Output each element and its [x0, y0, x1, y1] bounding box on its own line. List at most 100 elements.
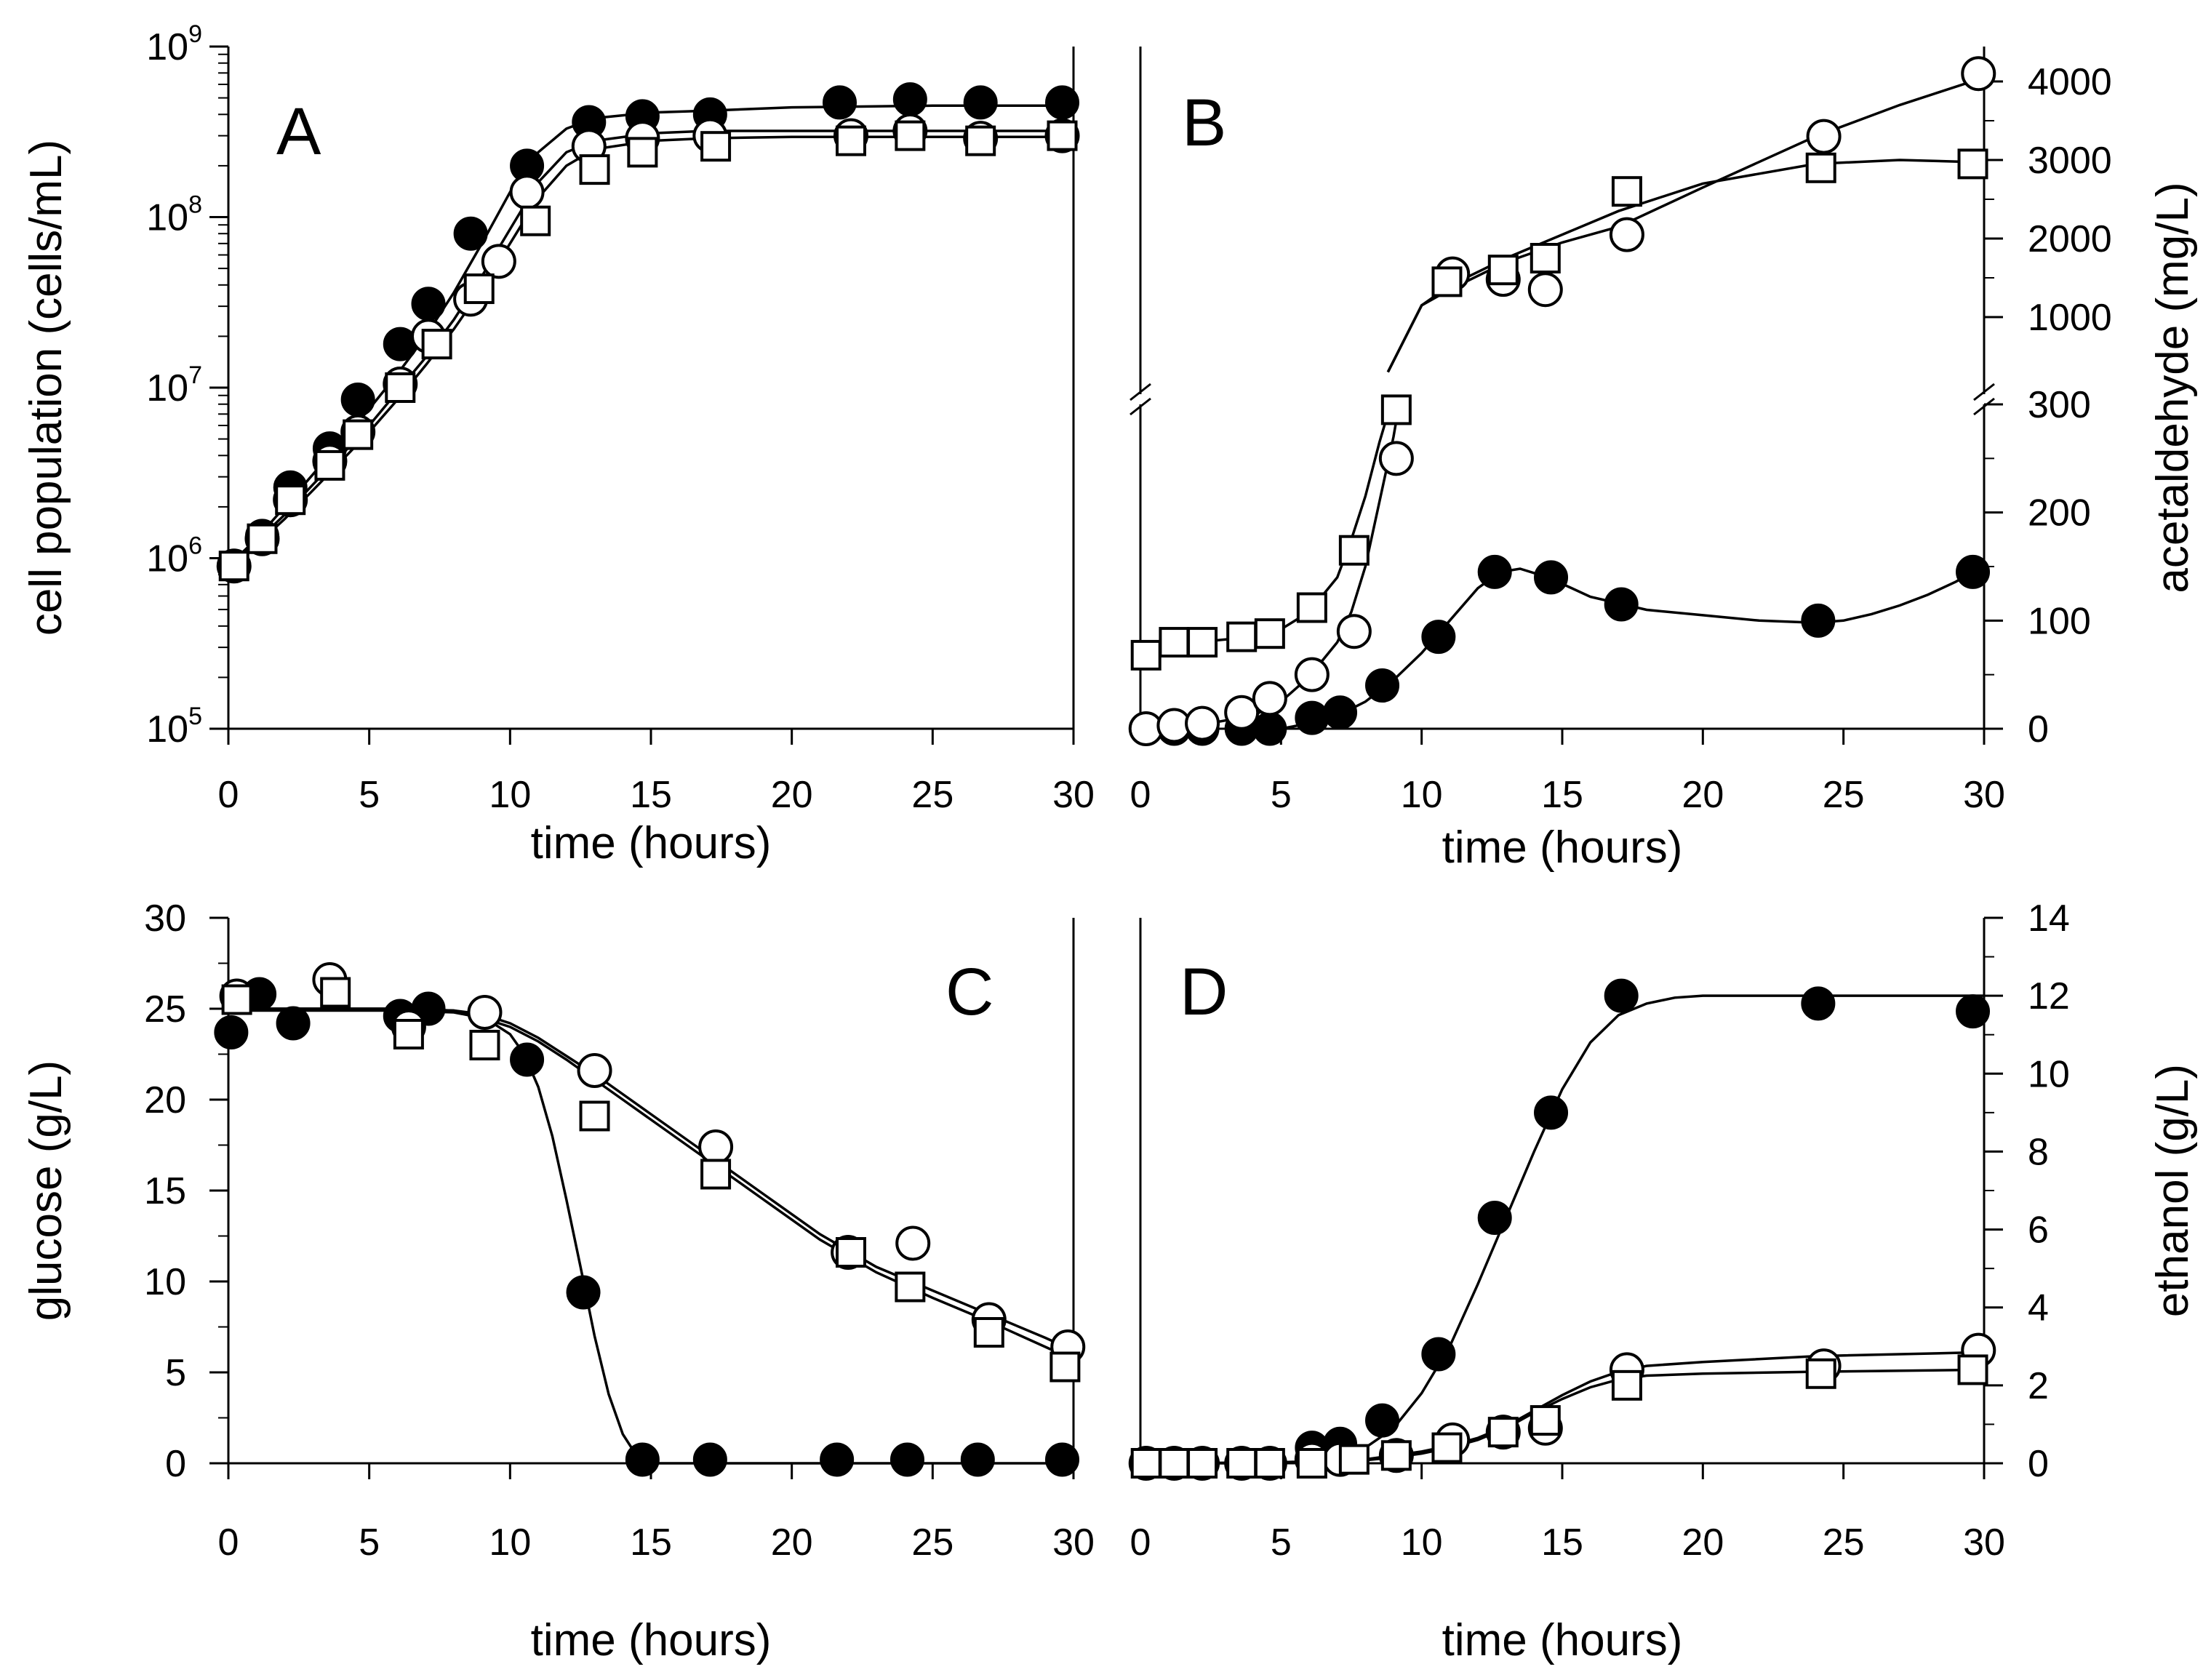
- x-tick-label: 0: [1130, 774, 1151, 816]
- axis-break-mark: [1973, 397, 1995, 416]
- fit-line: [1386, 159, 1985, 373]
- y-tick-label: 1000: [2028, 297, 2112, 339]
- x-tick-label: 5: [1271, 1521, 1292, 1564]
- x-axis-title: time (hours): [1442, 823, 1683, 873]
- data-point: [453, 216, 488, 251]
- data-point: [1252, 681, 1287, 716]
- y-tick-label: 108: [146, 191, 202, 239]
- fit-line: [228, 1007, 1074, 1352]
- x-tick-label: 5: [359, 1521, 380, 1564]
- data-point: [340, 383, 375, 417]
- axis-break-mark: [1130, 397, 1151, 416]
- data-point: [1045, 1442, 1080, 1477]
- fit-line: [228, 1009, 1074, 1361]
- data-point: [1187, 627, 1218, 658]
- data-point: [214, 1015, 249, 1049]
- data-point: [1378, 441, 1414, 476]
- y-tick-label: 0: [2028, 1443, 2049, 1485]
- fit-line: [228, 1007, 1073, 1465]
- y-tick-label: 109: [146, 20, 202, 68]
- data-point: [892, 82, 927, 117]
- data-point: [1380, 394, 1412, 425]
- data-point: [1604, 587, 1639, 622]
- data-point: [1527, 272, 1563, 308]
- x-tick-label: 20: [771, 1521, 813, 1564]
- data-point: [973, 1317, 1004, 1348]
- data-point: [463, 273, 495, 305]
- panel-c: 0 5 10 15 20 25 30 time (hours) 0 5 10 15 20 25 30 gluc…: [21, 897, 1095, 1665]
- data-point: [1421, 620, 1456, 655]
- panel-letter: D: [1180, 955, 1228, 1029]
- x-tick-label: 15: [1541, 1521, 1583, 1564]
- y-tick-label: 105: [146, 703, 202, 751]
- data-point: [965, 125, 996, 156]
- data-point: [895, 1271, 926, 1303]
- data-point: [700, 1159, 732, 1190]
- data-point: [1431, 1432, 1463, 1463]
- data-point: [1252, 711, 1287, 746]
- y-tick-label: 106: [146, 532, 202, 580]
- x-tick-label: 10: [489, 774, 531, 816]
- fit-line: [1140, 994, 1984, 1465]
- x-tick-label: 30: [1052, 774, 1095, 816]
- x-tick-label: 20: [771, 774, 813, 816]
- data-point: [510, 1042, 545, 1077]
- y-axis-title: glucose (g/L): [21, 1060, 71, 1321]
- data-point: [698, 1129, 734, 1164]
- data-point: [1185, 705, 1220, 741]
- y-tick-label: 5: [165, 1352, 186, 1394]
- data-point: [823, 85, 857, 120]
- fit-line: [227, 129, 1073, 567]
- data-point: [469, 1030, 500, 1060]
- x-tick-label: 15: [1541, 774, 1583, 816]
- data-point: [393, 1019, 424, 1049]
- data-point: [1294, 657, 1330, 692]
- data-point: [1805, 1358, 1836, 1389]
- fit-line: [1140, 404, 1392, 649]
- data-point: [1045, 85, 1080, 120]
- y-tick-label: 10: [144, 1261, 186, 1303]
- data-point: [1611, 176, 1642, 207]
- data-point: [836, 125, 867, 156]
- data-point: [963, 85, 998, 120]
- data-point: [1296, 1448, 1327, 1479]
- panel-d: 0 5 10 15 20 25 30 time (hours) 0 2 4 6 8 10 12 14 ethan…: [1128, 897, 2198, 1665]
- y-tick-label: 2000: [2028, 218, 2112, 260]
- y-tick-label: 15: [144, 1170, 186, 1212]
- x-axis-title: time (hours): [1442, 1615, 1683, 1665]
- data-point: [1956, 994, 1991, 1029]
- data-point: [1254, 1448, 1285, 1479]
- y-axis-title: ethanol (g/L): [2148, 1064, 2198, 1317]
- x-tick-label: 0: [1130, 1521, 1151, 1564]
- x-tick-label: 0: [218, 774, 239, 816]
- y-tick-label: 12: [2028, 975, 2070, 1017]
- panel-letter: A: [276, 95, 321, 169]
- x-tick-label: 25: [911, 1521, 953, 1564]
- fit-line: [227, 104, 1073, 567]
- data-point: [1477, 554, 1512, 589]
- data-point: [1957, 1354, 1988, 1385]
- data-point: [1487, 1417, 1519, 1448]
- panel-letter: B: [1182, 86, 1226, 160]
- data-point: [625, 1442, 660, 1477]
- axis-break-mark: [1130, 383, 1151, 401]
- y-tick-label: 100: [2028, 600, 2091, 642]
- data-point: [627, 137, 658, 168]
- data-point: [692, 1442, 727, 1477]
- data-point: [1421, 1337, 1456, 1372]
- data-point: [889, 1442, 924, 1477]
- fit-line: [1386, 76, 1985, 373]
- data-point: [1530, 1405, 1561, 1436]
- data-point: [343, 419, 374, 450]
- data-point: [218, 551, 249, 582]
- data-point: [509, 175, 545, 210]
- x-tick-label: 25: [911, 774, 953, 816]
- y-tick-label: 25: [144, 988, 186, 1031]
- y-tick-label: 3000: [2028, 140, 2112, 182]
- data-point: [1226, 1448, 1258, 1479]
- x-axis-title: time (hours): [531, 1615, 772, 1665]
- data-point: [1047, 120, 1078, 151]
- y-tick-label: 0: [165, 1443, 186, 1485]
- data-point: [1338, 1444, 1370, 1475]
